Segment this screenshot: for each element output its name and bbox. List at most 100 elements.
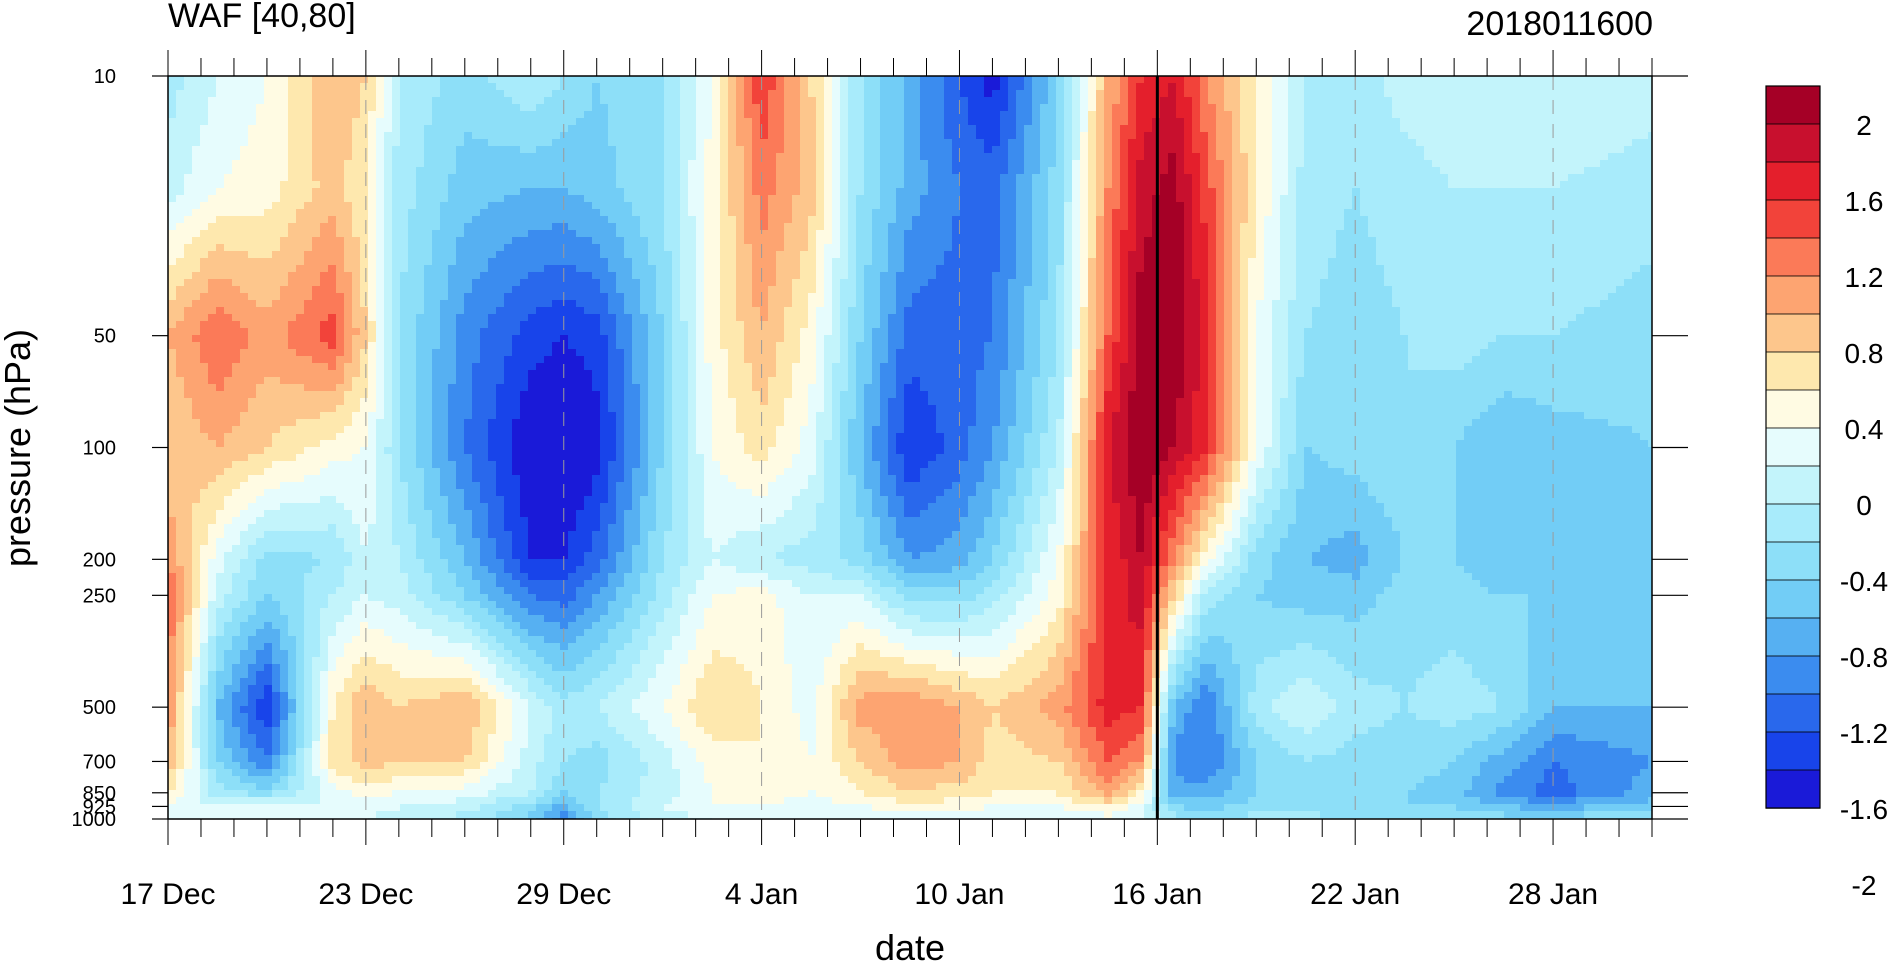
contour-cell (1192, 237, 1201, 245)
contour-cell (1136, 90, 1145, 98)
contour-cell (1560, 209, 1569, 217)
contour-cell (608, 195, 617, 203)
contour-cell (664, 139, 673, 147)
contour-cell (992, 146, 1001, 154)
contour-cell (1376, 223, 1385, 231)
contour-cell (1176, 111, 1185, 119)
contour-cell (1504, 244, 1513, 252)
contour-cell (800, 195, 809, 203)
contour-cell (376, 139, 385, 147)
contour-cell (288, 216, 297, 224)
contour-cell (1600, 97, 1609, 105)
contour-cell (816, 167, 825, 175)
contour-cell (952, 195, 961, 203)
contour-cell (1296, 244, 1305, 252)
contour-cell (1576, 160, 1585, 168)
contour-cell (1088, 188, 1097, 196)
contour-cell (824, 230, 833, 238)
contour-cell (1248, 223, 1257, 231)
contour-cell (1136, 251, 1145, 259)
contour-cell (1224, 104, 1233, 112)
contour-cell (192, 216, 201, 224)
contour-cell (1616, 181, 1625, 189)
contour-cell (960, 251, 969, 259)
contour-cell (1328, 230, 1337, 238)
contour-cell (1560, 111, 1569, 119)
contour-cell (1040, 223, 1049, 231)
contour-cell (712, 167, 721, 175)
contour-cell (1496, 146, 1505, 154)
contour-cell (368, 97, 377, 105)
contour-cell (504, 181, 513, 189)
contour-cell (936, 97, 945, 105)
contour-cell (296, 188, 305, 196)
contour-cell (400, 153, 409, 161)
contour-cell (464, 83, 473, 91)
contour-cell (544, 209, 553, 217)
contour-cell (648, 153, 657, 161)
contour-cell (792, 97, 801, 105)
contour-cell (1112, 230, 1121, 238)
contour-cell (872, 244, 881, 252)
contour-cell (512, 111, 521, 119)
contour-cell (216, 153, 225, 161)
contour-cell (1464, 76, 1473, 84)
contour-cell (456, 90, 465, 98)
contour-cell (712, 195, 721, 203)
contour-cell (1400, 258, 1409, 266)
contour-cell (400, 174, 409, 182)
contour-cell (1312, 83, 1321, 91)
contour-cell (1128, 97, 1137, 105)
contour-cell (1128, 132, 1137, 140)
contour-cell (776, 125, 785, 133)
contour-cell (280, 146, 289, 154)
contour-cell (776, 132, 785, 140)
contour-cell (496, 230, 505, 238)
contour-cell (488, 202, 497, 210)
contour-cell (256, 244, 265, 252)
contour-cell (1312, 209, 1321, 217)
contour-cell (712, 125, 721, 133)
contour-cell (1272, 181, 1281, 189)
contour-cell (1464, 202, 1473, 210)
contour-cell (184, 118, 193, 126)
contour-cell (1224, 97, 1233, 105)
contour-cell (1632, 83, 1641, 91)
contour-cell (952, 209, 961, 217)
contour-cell (664, 188, 673, 196)
contour-cell (1504, 139, 1513, 147)
contour-cell (480, 202, 489, 210)
contour-cell (776, 153, 785, 161)
contour-cell (1200, 146, 1209, 154)
contour-cell (704, 111, 713, 119)
contour-cell (680, 223, 689, 231)
contour-cell (800, 125, 809, 133)
contour-cell (1552, 90, 1561, 98)
contour-cell (264, 181, 273, 189)
contour-cell (1328, 118, 1337, 126)
contour-cell (680, 202, 689, 210)
contour-cell (424, 146, 433, 154)
contour-cell (472, 230, 481, 238)
contour-cell (1480, 251, 1489, 259)
contour-cell (560, 230, 569, 238)
contour-cell (1528, 223, 1537, 231)
contour-cell (712, 251, 721, 259)
contour-cell (784, 244, 793, 252)
contour-cell (344, 118, 353, 126)
contour-cell (1504, 111, 1513, 119)
contour-cell (616, 167, 625, 175)
contour-cell (1560, 146, 1569, 154)
contour-cell (608, 230, 617, 238)
contour-cell (496, 195, 505, 203)
contour-cell (1496, 188, 1505, 196)
contour-cell (1272, 223, 1281, 231)
contour-cell (648, 125, 657, 133)
contour-cell (448, 195, 457, 203)
contour-cell (1416, 244, 1425, 252)
contour-cell (1552, 76, 1561, 84)
contour-cell (816, 258, 825, 266)
contour-cell (336, 258, 345, 266)
contour-cell (912, 258, 921, 266)
contour-cell (936, 153, 945, 161)
